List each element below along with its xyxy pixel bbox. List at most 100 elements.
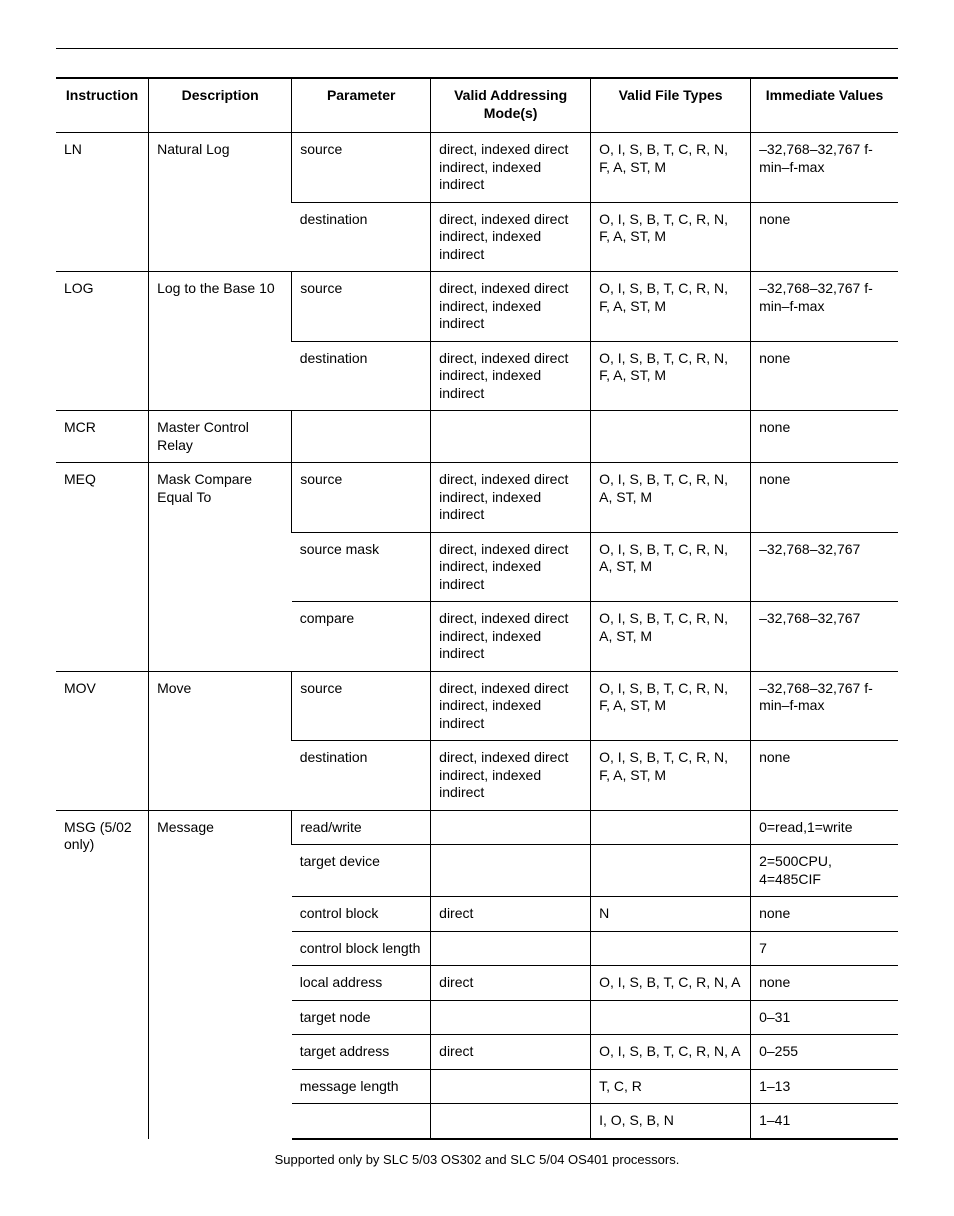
cell-parameter: source	[292, 463, 431, 533]
th-description: Description	[149, 78, 292, 133]
cell-filetypes	[591, 810, 751, 845]
cell-immediate: –32,768–32,767 f-min–f-max	[751, 671, 898, 741]
cell-description: Move	[149, 671, 292, 810]
cell-filetypes: O, I, S, B, T, C, R, N, F, A, ST, M	[591, 272, 751, 342]
cell-addressing: direct	[431, 1035, 591, 1070]
cell-addressing: direct, indexed direct indirect, indexed…	[431, 671, 591, 741]
cell-addressing	[431, 810, 591, 845]
cell-parameter: destination	[292, 741, 431, 811]
table-row: MOV Move source direct, indexed direct i…	[56, 671, 898, 741]
cell-filetypes: N	[591, 897, 751, 932]
cell-instruction: MOV	[56, 671, 149, 810]
instruction-table: Instruction Description Parameter Valid …	[56, 77, 898, 1140]
cell-description: Natural Log	[149, 133, 292, 272]
cell-parameter: source	[292, 133, 431, 203]
cell-immediate: –32,768–32,767	[751, 532, 898, 602]
cell-filetypes: O, I, S, B, T, C, R, N, A, ST, M	[591, 602, 751, 672]
cell-addressing	[431, 411, 591, 463]
cell-addressing: direct	[431, 966, 591, 1001]
cell-parameter: source	[292, 671, 431, 741]
cell-parameter: control block length	[292, 931, 431, 966]
cell-immediate: none	[751, 341, 898, 411]
cell-addressing	[431, 1000, 591, 1035]
cell-addressing	[431, 1069, 591, 1104]
cell-description: Message	[149, 810, 292, 1139]
cell-parameter: local address	[292, 966, 431, 1001]
cell-addressing: direct, indexed direct indirect, indexed…	[431, 741, 591, 811]
cell-filetypes: T, C, R	[591, 1069, 751, 1104]
cell-filetypes: O, I, S, B, T, C, R, N, F, A, ST, M	[591, 133, 751, 203]
cell-description: Log to the Base 10	[149, 272, 292, 411]
th-addressing: Valid Addressing Mode(s)	[431, 78, 591, 133]
cell-filetypes: O, I, S, B, T, C, R, N, F, A, ST, M	[591, 341, 751, 411]
cell-parameter	[292, 411, 431, 463]
cell-addressing	[431, 1104, 591, 1139]
cell-filetypes	[591, 411, 751, 463]
cell-addressing	[431, 931, 591, 966]
cell-immediate: none	[751, 202, 898, 272]
cell-parameter: message length	[292, 1069, 431, 1104]
cell-instruction: LN	[56, 133, 149, 272]
th-instruction: Instruction	[56, 78, 149, 133]
cell-immediate: none	[751, 897, 898, 932]
cell-parameter	[292, 1104, 431, 1139]
cell-parameter: source mask	[292, 532, 431, 602]
cell-immediate: 1–41	[751, 1104, 898, 1139]
table-row: MEQ Mask Compare Equal To source direct,…	[56, 463, 898, 533]
cell-filetypes: O, I, S, B, T, C, R, N, A	[591, 966, 751, 1001]
table-row: MCR Master Control Relay none	[56, 411, 898, 463]
cell-immediate: none	[751, 966, 898, 1001]
cell-addressing: direct, indexed direct indirect, indexed…	[431, 341, 591, 411]
cell-filetypes: O, I, S, B, T, C, R, N, A	[591, 1035, 751, 1070]
cell-addressing: direct	[431, 897, 591, 932]
cell-filetypes: O, I, S, B, T, C, R, N, F, A, ST, M	[591, 202, 751, 272]
cell-filetypes	[591, 931, 751, 966]
cell-filetypes: O, I, S, B, T, C, R, N, A, ST, M	[591, 463, 751, 533]
cell-immediate: –32,768–32,767 f-min–f-max	[751, 272, 898, 342]
page-top-rule	[56, 48, 898, 49]
cell-filetypes: O, I, S, B, T, C, R, N, F, A, ST, M	[591, 671, 751, 741]
cell-filetypes: O, I, S, B, T, C, R, N, F, A, ST, M	[591, 741, 751, 811]
cell-immediate: 0–255	[751, 1035, 898, 1070]
cell-addressing: direct, indexed direct indirect, indexed…	[431, 602, 591, 672]
cell-immediate: none	[751, 411, 898, 463]
cell-instruction: MCR	[56, 411, 149, 463]
cell-parameter: read/write	[292, 810, 431, 845]
cell-addressing: direct, indexed direct indirect, indexed…	[431, 202, 591, 272]
cell-parameter: target node	[292, 1000, 431, 1035]
cell-immediate: 2=500CPU, 4=485CIF	[751, 845, 898, 897]
cell-parameter: destination	[292, 341, 431, 411]
cell-immediate: 1–13	[751, 1069, 898, 1104]
cell-immediate: –32,768–32,767	[751, 602, 898, 672]
table-header-row: Instruction Description Parameter Valid …	[56, 78, 898, 133]
table-row: MSG (5/02 only) Message read/write 0=rea…	[56, 810, 898, 845]
cell-filetypes: I, O, S, B, N	[591, 1104, 751, 1139]
cell-filetypes	[591, 845, 751, 897]
cell-parameter: target device	[292, 845, 431, 897]
th-filetypes: Valid File Types	[591, 78, 751, 133]
cell-immediate: –32,768–32,767 f-min–f-max	[751, 133, 898, 203]
footnote: Supported only by SLC 5/03 OS302 and SLC…	[56, 1152, 898, 1168]
cell-addressing: direct, indexed direct indirect, indexed…	[431, 272, 591, 342]
cell-immediate: 7	[751, 931, 898, 966]
cell-addressing: direct, indexed direct indirect, indexed…	[431, 133, 591, 203]
cell-filetypes: O, I, S, B, T, C, R, N, A, ST, M	[591, 532, 751, 602]
th-immediate: Immediate Values	[751, 78, 898, 133]
cell-description: Master Control Relay	[149, 411, 292, 463]
cell-immediate: none	[751, 463, 898, 533]
cell-instruction: MSG (5/02 only)	[56, 810, 149, 1139]
cell-instruction: MEQ	[56, 463, 149, 672]
cell-addressing: direct, indexed direct indirect, indexed…	[431, 532, 591, 602]
cell-instruction: LOG	[56, 272, 149, 411]
cell-parameter: compare	[292, 602, 431, 672]
cell-description: Mask Compare Equal To	[149, 463, 292, 672]
cell-immediate: none	[751, 741, 898, 811]
cell-filetypes	[591, 1000, 751, 1035]
cell-addressing	[431, 845, 591, 897]
cell-parameter: control block	[292, 897, 431, 932]
cell-immediate: 0–31	[751, 1000, 898, 1035]
table-row: LOG Log to the Base 10 source direct, in…	[56, 272, 898, 342]
table-row: LN Natural Log source direct, indexed di…	[56, 133, 898, 203]
cell-addressing: direct, indexed direct indirect, indexed…	[431, 463, 591, 533]
cell-parameter: target address	[292, 1035, 431, 1070]
